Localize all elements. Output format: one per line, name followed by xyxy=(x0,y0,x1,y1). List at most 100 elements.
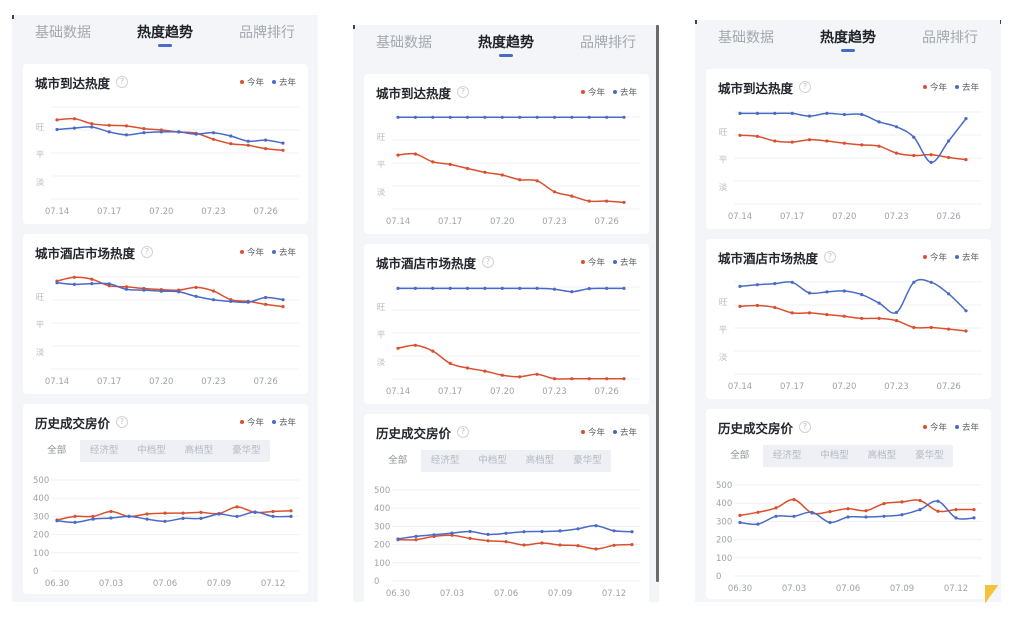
data-point-this-year[interactable] xyxy=(630,543,634,547)
data-point-last-year[interactable] xyxy=(281,298,285,302)
data-point-this-year[interactable] xyxy=(483,369,487,373)
tab-brand-ranking[interactable]: 品牌排行 xyxy=(580,35,636,51)
data-point-last-year[interactable] xyxy=(825,111,829,115)
data-point-last-year[interactable] xyxy=(413,286,417,290)
data-point-this-year[interactable] xyxy=(199,510,203,514)
data-point-this-year[interactable] xyxy=(465,366,470,370)
data-point-last-year[interactable] xyxy=(253,510,257,514)
data-point-last-year[interactable] xyxy=(860,293,864,297)
data-point-this-year[interactable] xyxy=(413,343,417,347)
data-point-last-year[interactable] xyxy=(163,519,167,523)
data-point-this-year[interactable] xyxy=(900,500,904,504)
data-point-this-year[interactable] xyxy=(790,140,794,144)
data-point-last-year[interactable] xyxy=(947,139,951,143)
data-point-last-year[interactable] xyxy=(846,515,850,519)
data-point-last-year[interactable] xyxy=(217,512,221,516)
data-point-this-year[interactable] xyxy=(790,311,794,315)
data-point-last-year[interactable] xyxy=(825,290,829,294)
segment-midscale[interactable]: 中档型 xyxy=(137,445,166,456)
data-point-last-year[interactable] xyxy=(500,115,504,119)
data-point-last-year[interactable] xyxy=(448,286,452,290)
data-point-last-year[interactable] xyxy=(55,127,59,132)
data-point-this-year[interactable] xyxy=(918,498,922,503)
data-point-this-year[interactable] xyxy=(281,305,285,309)
data-point-last-year[interactable] xyxy=(396,537,400,541)
data-point-this-year[interactable] xyxy=(912,153,916,158)
tab-heat-trend[interactable]: 热度趋势 xyxy=(137,25,193,41)
data-point-last-year[interactable] xyxy=(518,115,522,119)
data-point-this-year[interactable] xyxy=(912,325,916,330)
data-point-last-year[interactable] xyxy=(807,291,812,295)
data-point-last-year[interactable] xyxy=(264,295,268,300)
data-point-last-year[interactable] xyxy=(738,111,742,115)
data-point-this-year[interactable] xyxy=(738,513,742,517)
data-point-last-year[interactable] xyxy=(964,117,968,121)
data-point-last-year[interactable] xyxy=(774,514,778,518)
data-point-this-year[interactable] xyxy=(807,311,812,315)
segment-economy[interactable]: 经济型 xyxy=(430,455,460,466)
data-point-last-year[interactable] xyxy=(483,115,487,119)
data-point-last-year[interactable] xyxy=(954,516,958,520)
segment-luxury[interactable]: 豪华型 xyxy=(232,445,261,456)
data-point-this-year[interactable] xyxy=(864,509,868,513)
data-point-last-year[interactable] xyxy=(552,287,557,291)
data-point-this-year[interactable] xyxy=(605,199,609,203)
legend-item-this-year[interactable]: 今年 xyxy=(922,81,947,93)
question-circle-icon[interactable] xyxy=(799,421,812,433)
data-point-last-year[interactable] xyxy=(570,290,574,294)
legend-item-this-year[interactable]: 今年 xyxy=(580,86,605,98)
data-point-last-year[interactable] xyxy=(972,516,976,520)
data-point-last-year[interactable] xyxy=(483,286,487,290)
data-point-this-year[interactable] xyxy=(894,151,899,155)
legend-item-this-year[interactable]: 今年 xyxy=(239,416,264,428)
tab-heat-trend[interactable]: 热度趋势 xyxy=(820,30,876,46)
data-point-this-year[interactable] xyxy=(486,539,490,543)
data-point-last-year[interactable] xyxy=(142,131,146,135)
data-point-last-year[interactable] xyxy=(229,299,233,303)
data-point-this-year[interactable] xyxy=(72,275,76,279)
data-point-this-year[interactable] xyxy=(124,285,129,289)
data-point-this-year[interactable] xyxy=(738,133,742,137)
data-point-last-year[interactable] xyxy=(431,286,435,290)
data-point-last-year[interactable] xyxy=(396,286,400,290)
data-point-this-year[interactable] xyxy=(587,377,591,381)
data-point-this-year[interactable] xyxy=(55,118,59,122)
data-point-last-year[interactable] xyxy=(181,516,185,520)
data-point-this-year[interactable] xyxy=(522,543,526,547)
data-point-this-year[interactable] xyxy=(264,302,268,306)
data-point-this-year[interactable] xyxy=(792,498,796,502)
data-point-this-year[interactable] xyxy=(570,377,574,381)
question-circle-icon[interactable] xyxy=(824,251,837,263)
data-point-last-year[interactable] xyxy=(91,517,95,521)
data-point-this-year[interactable] xyxy=(194,285,198,289)
data-point-last-year[interactable] xyxy=(124,133,129,137)
data-point-last-year[interactable] xyxy=(738,520,742,525)
data-point-last-year[interactable] xyxy=(842,112,846,117)
data-point-this-year[interactable] xyxy=(289,509,293,513)
data-point-this-year[interactable] xyxy=(535,372,539,376)
data-point-last-year[interactable] xyxy=(842,289,846,293)
tab-basic-data[interactable]: 基础数据 xyxy=(376,35,432,51)
data-point-this-year[interactable] xyxy=(954,508,958,512)
data-point-last-year[interactable] xyxy=(894,310,899,314)
legend-item-last-year[interactable]: 去年 xyxy=(271,246,296,258)
data-point-this-year[interactable] xyxy=(860,316,864,320)
data-point-this-year[interactable] xyxy=(774,506,778,510)
data-point-this-year[interactable] xyxy=(431,160,435,164)
data-point-this-year[interactable] xyxy=(211,137,216,141)
data-point-last-year[interactable] xyxy=(73,520,77,524)
data-point-last-year[interactable] xyxy=(877,301,881,305)
segment-all[interactable]: 全部 xyxy=(716,445,764,467)
data-point-last-year[interactable] xyxy=(570,115,574,119)
segment-upscale[interactable]: 高档型 xyxy=(867,450,897,461)
data-point-this-year[interactable] xyxy=(483,170,487,174)
data-point-this-year[interactable] xyxy=(755,134,759,138)
data-point-this-year[interactable] xyxy=(947,155,951,160)
data-point-this-year[interactable] xyxy=(846,507,850,511)
legend-item-this-year[interactable]: 今年 xyxy=(239,76,264,88)
data-point-this-year[interactable] xyxy=(91,514,95,518)
data-point-last-year[interactable] xyxy=(55,281,59,285)
data-point-this-year[interactable] xyxy=(504,540,508,544)
data-point-last-year[interactable] xyxy=(194,294,198,298)
data-point-last-year[interactable] xyxy=(246,300,250,304)
